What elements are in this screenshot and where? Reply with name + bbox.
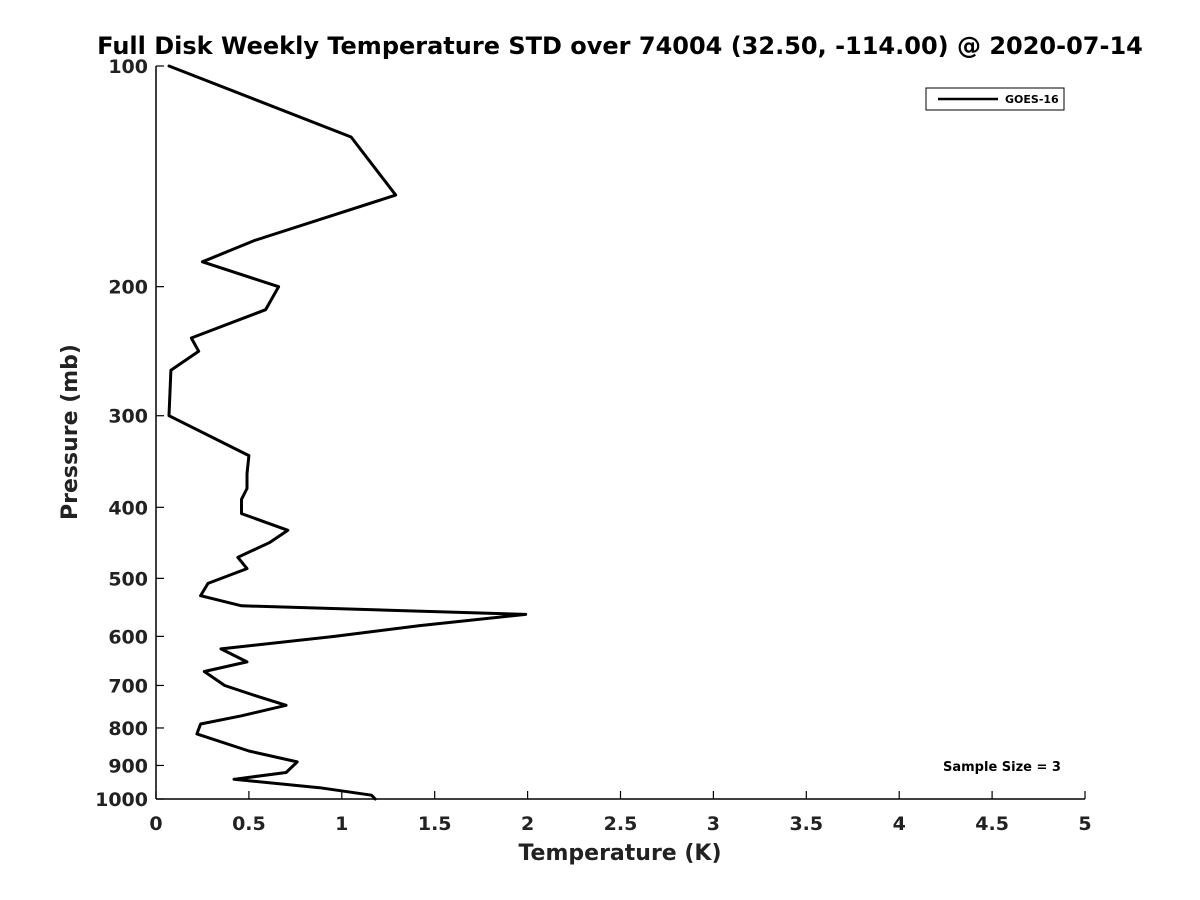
data-point — [246, 567, 248, 570]
data-point — [196, 733, 198, 735]
x-axis-label: Temperature (K) — [518, 841, 721, 866]
data-point — [199, 723, 202, 725]
y-axis-ticks: 100 200 300 400 500 600 700 800 900 1000 — [95, 56, 164, 811]
y-tick-label: 200 — [108, 277, 148, 299]
x-tick-label: 5 — [1078, 813, 1091, 835]
x-tick-label: 1 — [335, 813, 348, 835]
y-tick-label: 500 — [108, 568, 148, 590]
data-point — [240, 714, 243, 717]
data-point — [394, 194, 397, 196]
y-tick-label: 400 — [108, 497, 148, 519]
x-tick-label: 4 — [893, 813, 906, 835]
data-point — [168, 414, 170, 417]
data-point — [419, 624, 421, 627]
data-point — [236, 556, 239, 559]
series-line-goes-16 — [167, 64, 528, 801]
data-point — [248, 750, 250, 752]
x-tick-label: 2 — [521, 813, 534, 835]
data-point — [207, 582, 209, 585]
data-point — [246, 487, 248, 490]
data-point — [168, 65, 170, 67]
legend: GOES-16 — [925, 87, 1065, 111]
sample-size-annotation: Sample Size = 3 — [943, 760, 1061, 775]
x-tick-label: 0 — [149, 813, 162, 835]
data-point — [248, 454, 250, 457]
x-tick-label: 4.5 — [975, 813, 1009, 835]
data-point — [296, 761, 299, 763]
x-tick-label: 1.5 — [418, 813, 452, 835]
data-point — [246, 472, 248, 475]
data-point — [199, 594, 202, 597]
y-tick-label: 900 — [108, 755, 148, 777]
data-point — [257, 695, 259, 698]
data-point — [268, 541, 271, 544]
y-tick-label: 800 — [108, 718, 148, 740]
data-point — [253, 239, 256, 242]
x-tick-label: 2.5 — [604, 813, 638, 835]
data-point — [240, 498, 243, 501]
y-tick-label: 300 — [108, 406, 148, 428]
x-tick-label: 3 — [707, 813, 720, 835]
data-point — [223, 684, 226, 687]
x-axis-ticks: 0 0.5 1 1.5 2 2.5 3 3.5 4 4.5 5 — [149, 791, 1092, 835]
data-point — [285, 771, 287, 774]
data-point — [201, 261, 204, 263]
x-tick-label: 0.5 — [232, 813, 266, 835]
data-point — [220, 648, 222, 650]
y-tick-label: 1000 — [95, 789, 148, 811]
data-point — [285, 704, 287, 707]
plot-area — [156, 66, 1085, 799]
data-point — [190, 337, 193, 339]
y-tick-label: 100 — [108, 56, 148, 78]
data-point — [333, 635, 336, 638]
data-point — [350, 136, 352, 138]
data-point — [318, 786, 321, 789]
y-axis-label: Pressure (mb) — [58, 344, 83, 520]
data-point — [370, 794, 373, 796]
legend-label-goes-16: GOES-16 — [1005, 93, 1059, 106]
data-point — [277, 285, 280, 288]
y-tick-label: 700 — [108, 675, 148, 697]
data-point — [203, 670, 206, 673]
data-point — [197, 350, 200, 353]
data-point — [240, 604, 243, 607]
data-point — [246, 661, 248, 663]
data-point — [524, 613, 527, 616]
x-tick-label: 3.5 — [789, 813, 823, 835]
series-layer — [167, 64, 528, 801]
data-point — [233, 778, 235, 781]
data-point — [170, 369, 172, 371]
data-point — [264, 308, 267, 311]
chart-title: Full Disk Weekly Temperature STD over 74… — [97, 32, 1143, 60]
data-point — [374, 798, 377, 800]
data-point — [240, 512, 243, 515]
y-tick-label: 600 — [108, 626, 148, 648]
data-point — [287, 529, 289, 532]
